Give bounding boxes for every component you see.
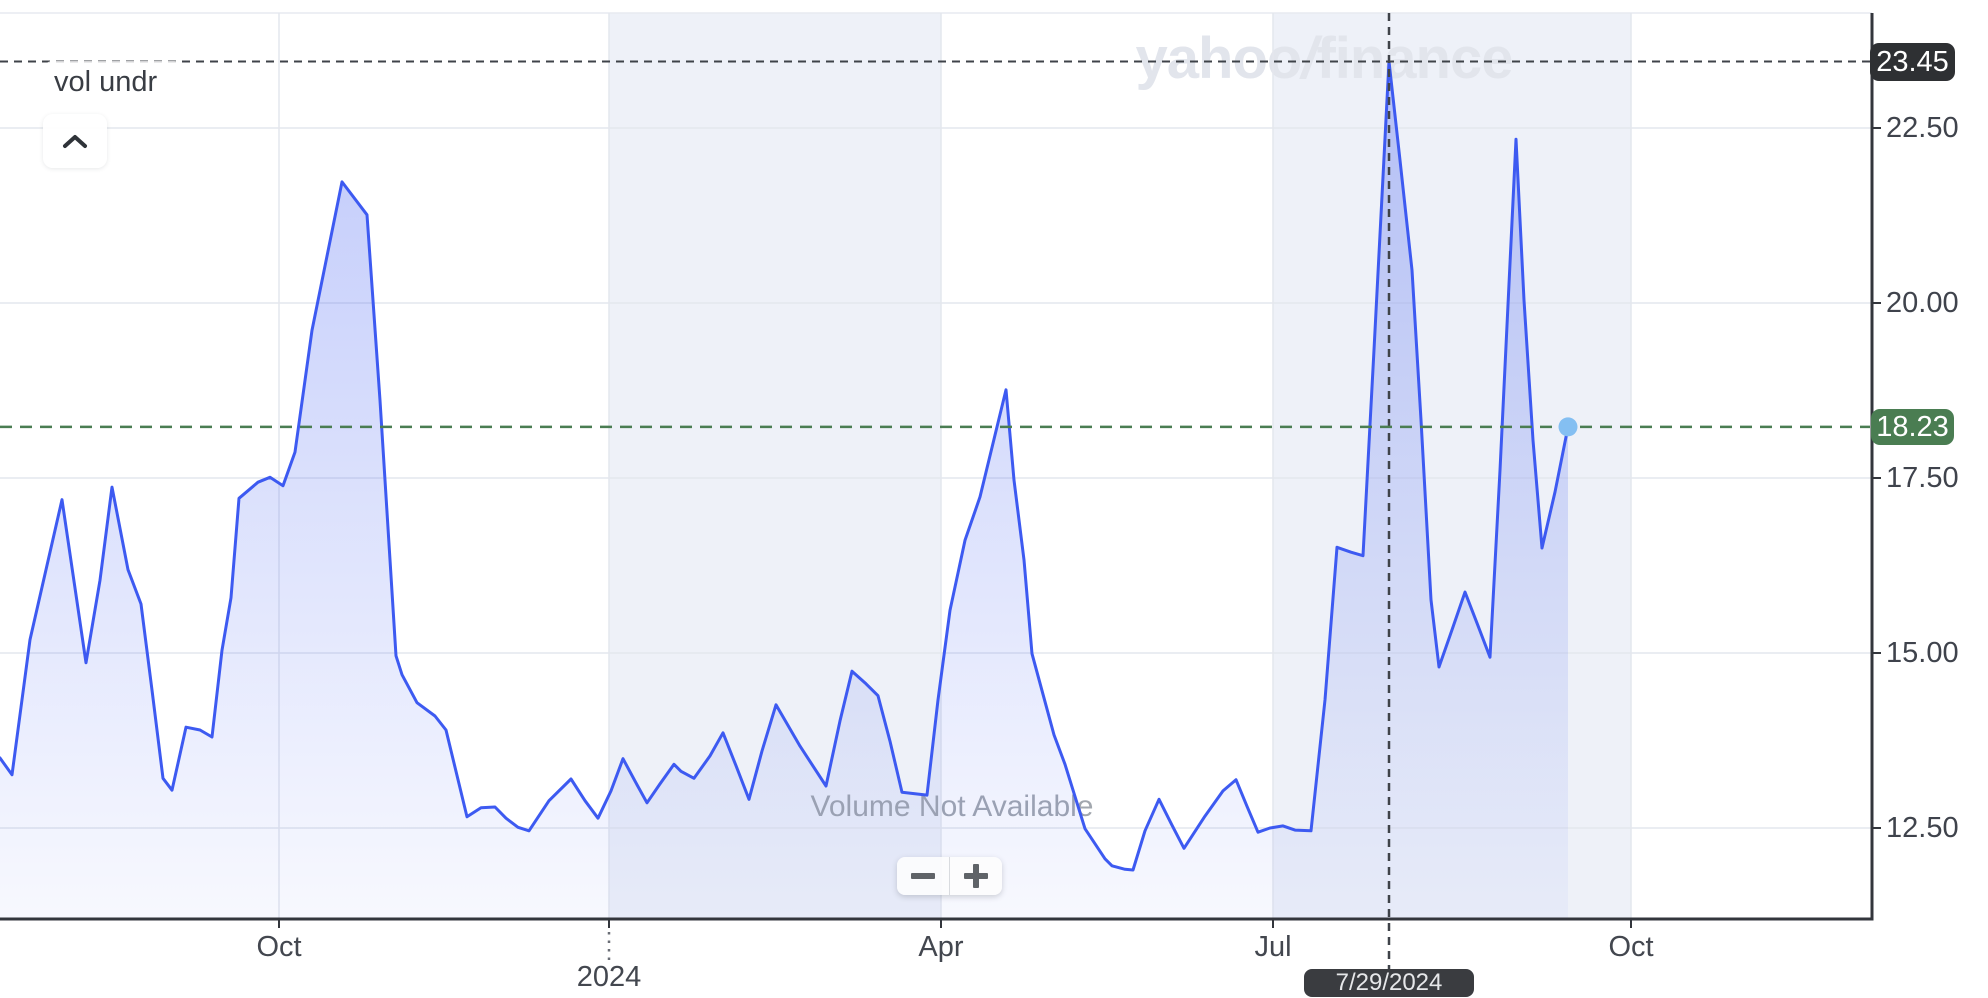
crosshair-date-badge: 7/29/2024 xyxy=(1304,969,1474,997)
minus-icon xyxy=(911,873,935,879)
x-axis-year-label: 2024 xyxy=(576,961,642,993)
y-axis-tick-label: 22.50 xyxy=(1886,112,1959,144)
last-price-dot xyxy=(1558,417,1578,437)
yahoo-finance-watermark: yahoo/finance xyxy=(1136,26,1513,91)
collapse-indicator-button[interactable] xyxy=(43,114,107,168)
plus-icon xyxy=(964,864,988,888)
chevron-up-icon xyxy=(63,134,87,148)
x-axis-tick-label: Oct xyxy=(1608,931,1654,963)
zoom-controls xyxy=(897,857,1002,895)
x-axis-tick-label: Jul xyxy=(1254,931,1292,963)
price-area-fill xyxy=(0,61,1568,919)
x-axis-tick-label: Oct xyxy=(256,931,302,963)
y-axis-tick-label: 12.50 xyxy=(1886,812,1959,844)
price-line xyxy=(0,60,1570,872)
indicator-label-vol-undr[interactable]: vol undr xyxy=(44,61,182,103)
y-axis-tick-label: 17.50 xyxy=(1886,462,1959,494)
y-axis-tick-label: 15.00 xyxy=(1886,637,1959,669)
x-axis-tick-label: Apr xyxy=(918,931,964,963)
y-axis-tick-label: 20.00 xyxy=(1886,287,1959,319)
crosshair-price-badge: 23.45 xyxy=(1870,42,1955,81)
zoom-in-button[interactable] xyxy=(949,857,1002,895)
current-price-badge: 18.23 xyxy=(1871,408,1954,445)
zoom-out-button[interactable] xyxy=(897,857,949,895)
